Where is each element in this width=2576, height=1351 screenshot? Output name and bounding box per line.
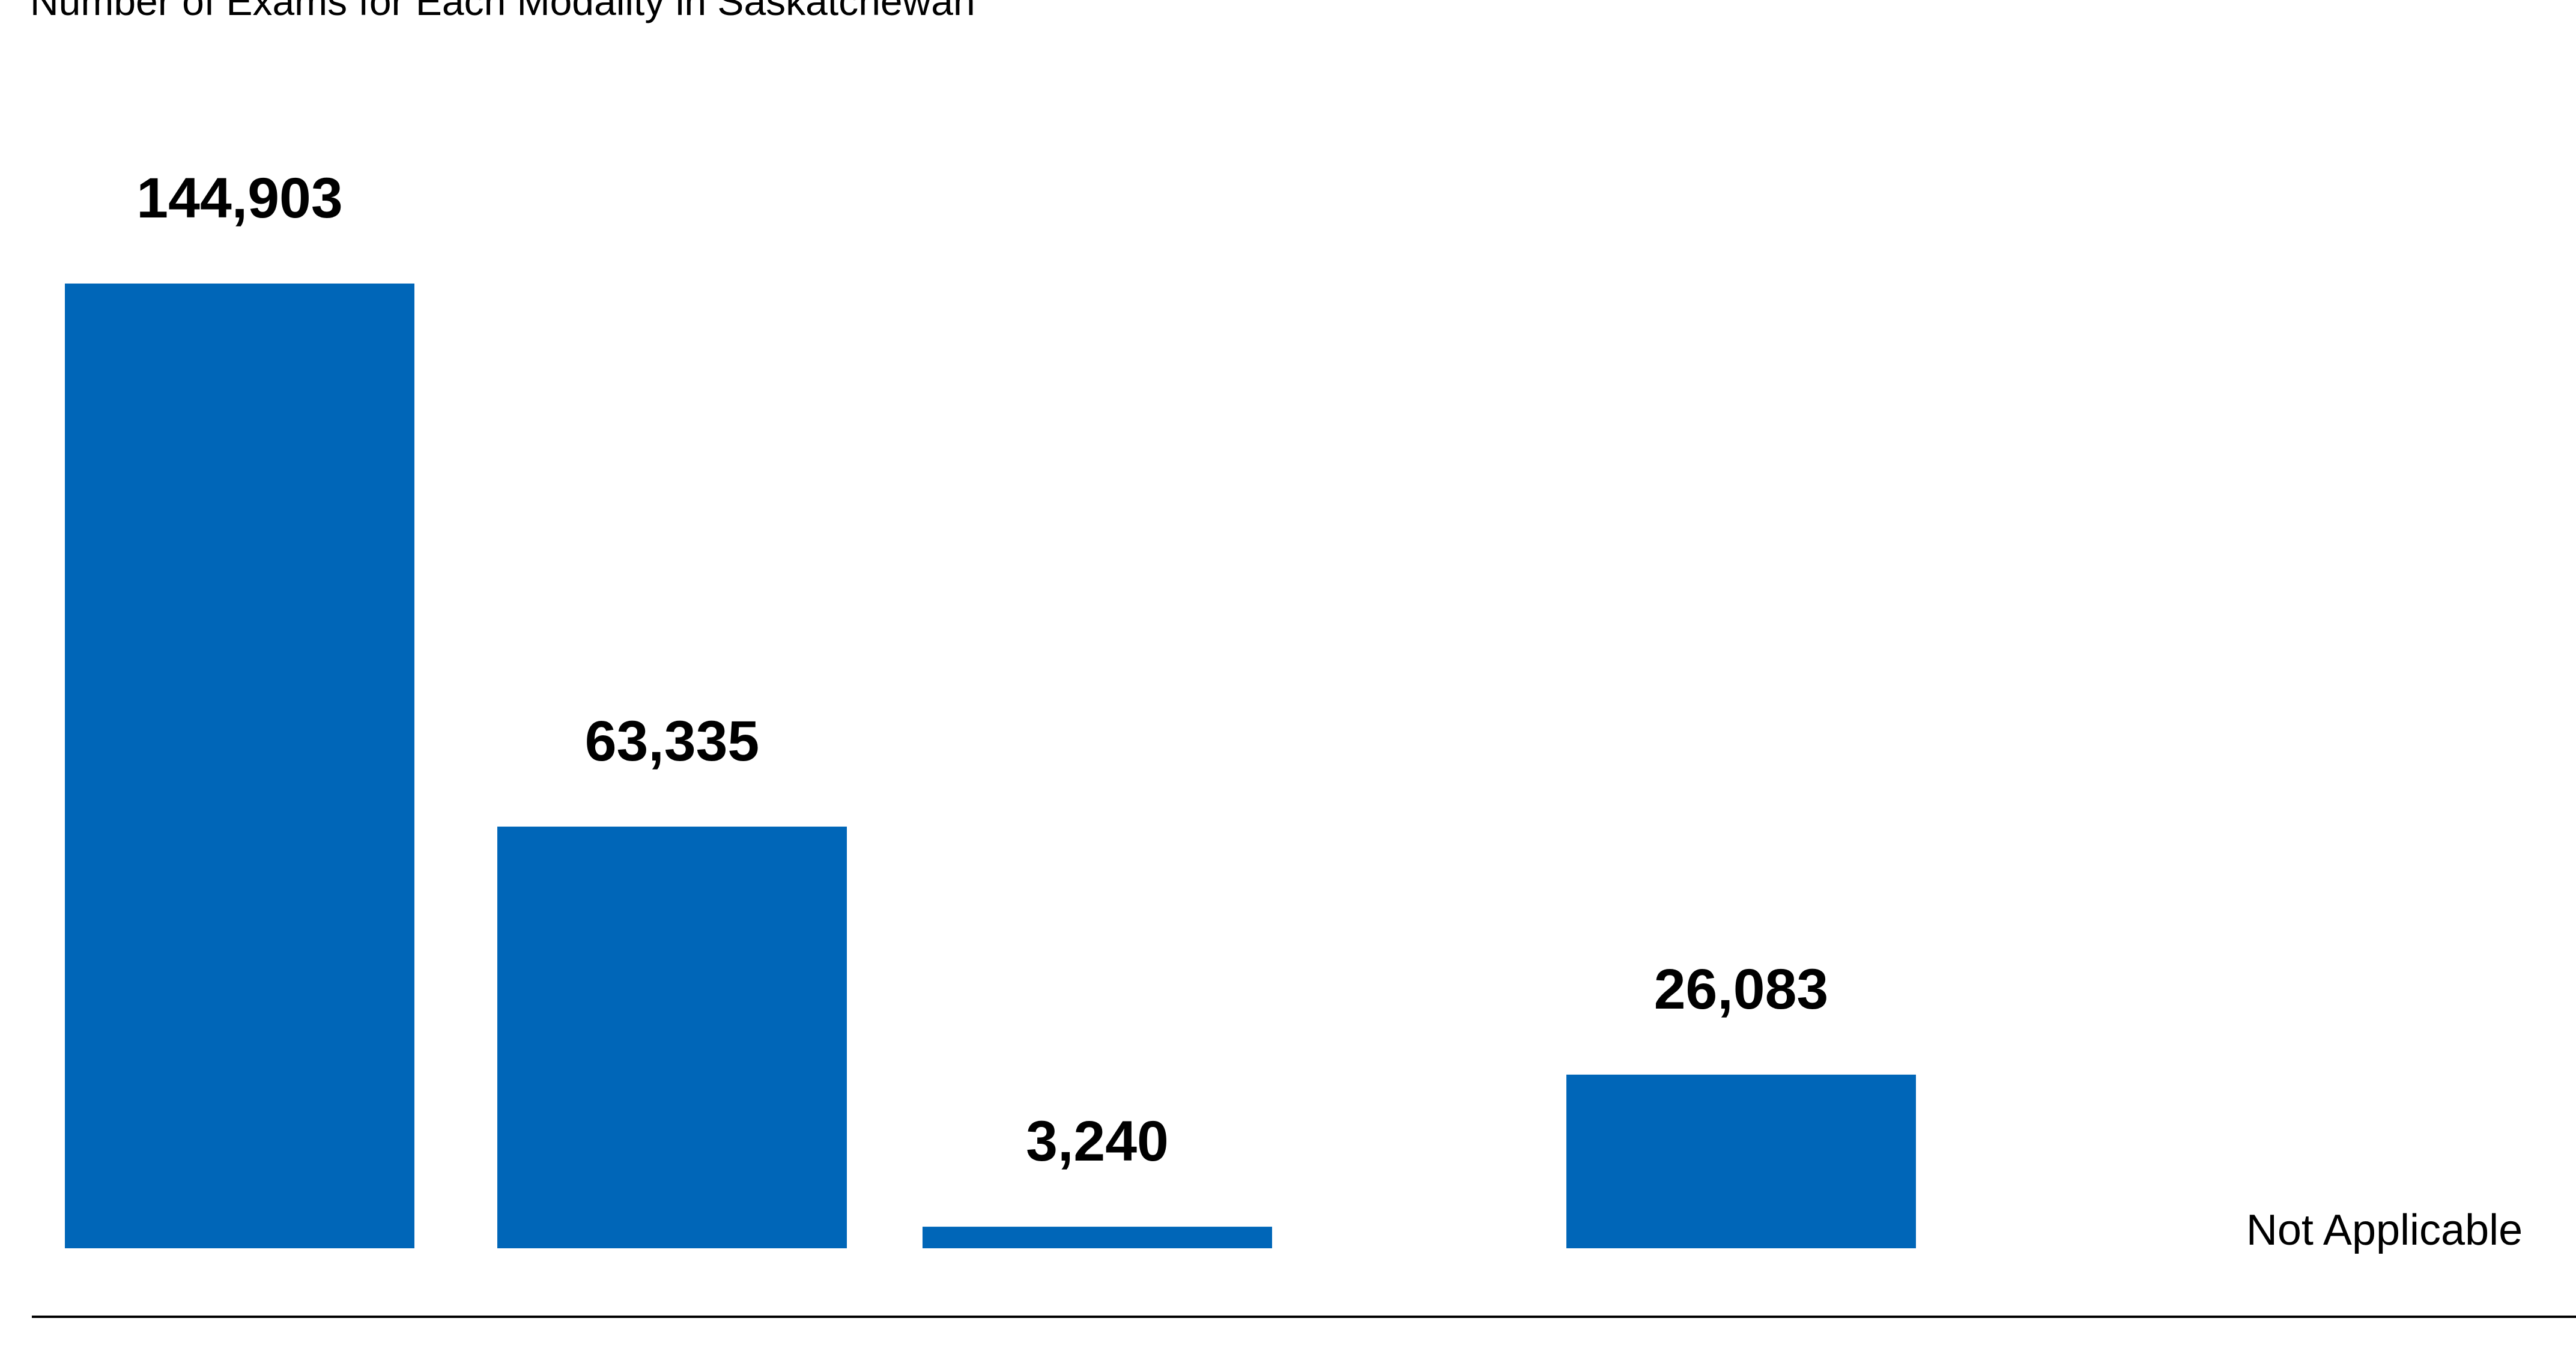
bar-0 [65, 284, 414, 1248]
chart-title: Number of Exams for Each Modality in Sas… [30, 0, 975, 23]
data-label-1: 63,335 [585, 709, 760, 773]
bars-group [65, 284, 1916, 1248]
bar-4 [1566, 1074, 1916, 1248]
not-applicable-label: Not Applicable [2246, 1206, 2523, 1254]
data-label-4: 26,083 [1654, 958, 1829, 1021]
labels-group: 144,903 63,335 3,240 26,083 Not Applicable [136, 166, 2523, 1254]
bar-1 [497, 827, 847, 1248]
data-label-0: 144,903 [136, 166, 342, 230]
bar-2 [923, 1227, 1272, 1248]
data-label-2: 3,240 [1026, 1110, 1169, 1173]
